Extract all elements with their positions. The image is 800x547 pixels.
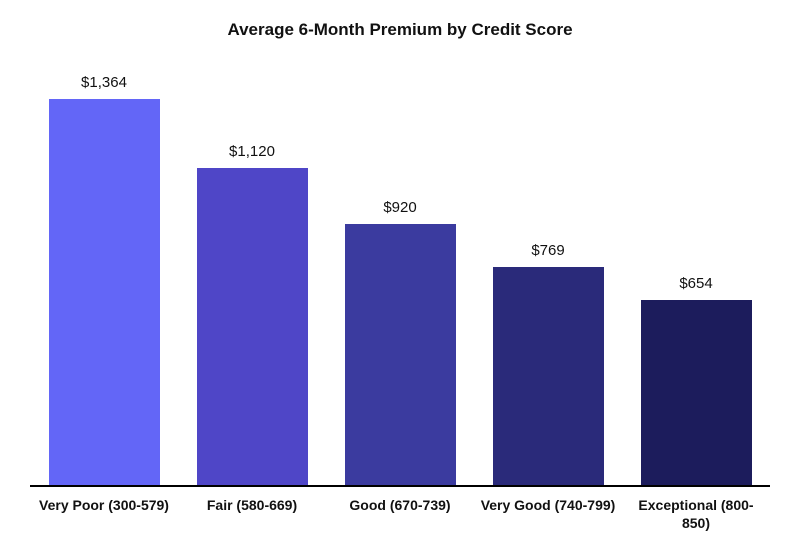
bar-value-label: $1,120 — [197, 143, 308, 168]
bar-very-poor: $1,364 — [49, 99, 160, 485]
bar-value-label: $769 — [493, 242, 604, 267]
x-label: Good (670-739) — [326, 489, 474, 547]
bar-value-label: $654 — [641, 275, 752, 300]
bar-slot: $920 — [326, 60, 474, 485]
x-label: Very Good (740-799) — [474, 489, 622, 547]
bar-good: $920 — [345, 224, 456, 485]
bar-value-label: $920 — [345, 199, 456, 224]
chart-title: Average 6-Month Premium by Credit Score — [0, 20, 800, 40]
premium-by-credit-chart: Average 6-Month Premium by Credit Score … — [0, 0, 800, 547]
bar-slot: $769 — [474, 60, 622, 485]
bar-value-label: $1,364 — [49, 74, 160, 99]
bar-slot: $1,364 — [30, 60, 178, 485]
x-label: Exceptional (800-850) — [622, 489, 770, 547]
bar-slot: $654 — [622, 60, 770, 485]
bar-exceptional: $654 — [641, 300, 752, 485]
bars-row: $1,364 $1,120 $920 $769 $654 — [30, 60, 770, 485]
x-label: Very Poor (300-579) — [30, 489, 178, 547]
plot-area: $1,364 $1,120 $920 $769 $654 — [30, 60, 770, 487]
x-label: Fair (580-669) — [178, 489, 326, 547]
bar-slot: $1,120 — [178, 60, 326, 485]
x-axis-labels: Very Poor (300-579) Fair (580-669) Good … — [30, 489, 770, 547]
bar-very-good: $769 — [493, 267, 604, 485]
bar-fair: $1,120 — [197, 168, 308, 485]
